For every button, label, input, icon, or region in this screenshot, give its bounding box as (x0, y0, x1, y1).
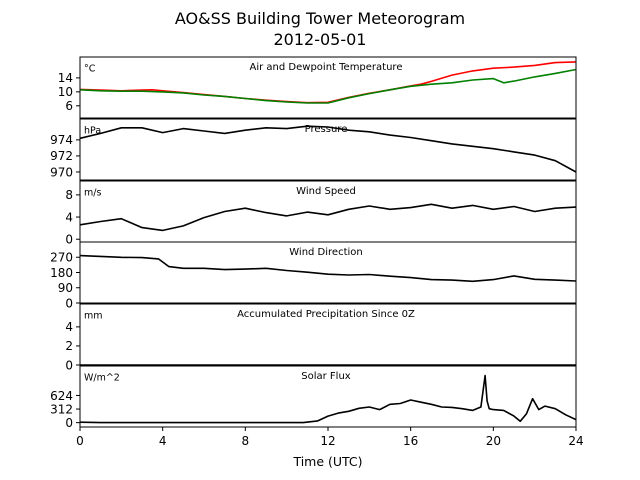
y-tick-label-pressure-1: 972 (50, 149, 73, 163)
y-tick-label-wind_speed-2: 8 (65, 188, 73, 202)
y-tick-label-wind_direction-3: 270 (50, 251, 73, 265)
series-line-temperature-1 (79, 68, 577, 104)
y-tick-label-wind_speed-0: 0 (65, 233, 73, 247)
y-tick-label-temperature-1: 10 (58, 85, 73, 99)
panel-precipitation: 0 2 4 Accumulated Precipitation Since 0Z mm (65, 303, 577, 372)
unit-label-solar_flux: W/m^2 (84, 373, 120, 384)
series-line-solar_flux-0 (79, 374, 577, 424)
panel-pressure: 970 972 974 Pressure hPa (50, 118, 577, 181)
y-tick-label-pressure-0: 970 (50, 165, 73, 179)
panel-title-pressure: Pressure (305, 124, 348, 135)
x-tick-label-5: 20 (486, 434, 501, 448)
y-tick-label-solar_flux-2: 624 (50, 389, 73, 403)
panel-title-wind_direction: Wind Direction (289, 247, 363, 258)
y-tick-label-wind_direction-2: 180 (50, 266, 73, 280)
panel-title-temperature: Air and Dewpoint Temperature (250, 62, 403, 73)
y-tick-label-precipitation-2: 4 (65, 320, 73, 334)
axes-frame-temperature (79, 56, 577, 119)
x-tick-label-0: 0 (76, 434, 84, 448)
axes-frame-precipitation (79, 303, 577, 366)
x-axis-label: Time (UTC) (292, 454, 362, 469)
x-tick-label-6: 24 (568, 434, 583, 448)
chart-title: AO&SS Building Tower Meteorogram (175, 9, 465, 28)
y-tick-label-temperature-0: 6 (65, 99, 73, 113)
panel-title-solar_flux: Solar Flux (301, 371, 351, 382)
y-tick-label-wind_direction-0: 0 (65, 296, 73, 310)
series-line-wind_speed-0 (79, 203, 577, 232)
y-tick-label-precipitation-0: 0 (65, 358, 73, 372)
panel-title-wind_speed: Wind Speed (296, 186, 356, 197)
x-tick-label-3: 12 (320, 434, 335, 448)
y-tick-label-pressure-2: 974 (50, 133, 73, 147)
unit-label-precipitation: mm (84, 311, 103, 322)
series-line-pressure-0 (79, 125, 577, 173)
y-tick-label-solar_flux-0: 0 (65, 416, 73, 430)
panel-wind_speed: 0 4 8 Wind Speed m/s (65, 180, 577, 247)
y-tick-label-precipitation-1: 2 (65, 339, 73, 353)
y-tick-label-solar_flux-1: 312 (50, 402, 73, 416)
x-tick-label-4: 16 (403, 434, 418, 448)
x-tick-label-1: 4 (159, 434, 167, 448)
unit-label-pressure: hPa (84, 126, 101, 137)
axes-frame-pressure (79, 118, 577, 181)
series-line-wind_direction-0 (79, 254, 577, 283)
y-tick-label-wind_speed-1: 4 (65, 210, 73, 224)
y-tick-label-wind_direction-1: 90 (58, 281, 73, 295)
x-tick-label-2: 8 (242, 434, 250, 448)
unit-label-temperature: °C (84, 64, 96, 75)
chart-date: 2012-05-01 (274, 30, 367, 49)
y-tick-label-temperature-2: 14 (58, 71, 73, 85)
unit-label-wind_speed: m/s (84, 188, 101, 199)
panel-title-precipitation: Accumulated Precipitation Since 0Z (237, 309, 415, 320)
